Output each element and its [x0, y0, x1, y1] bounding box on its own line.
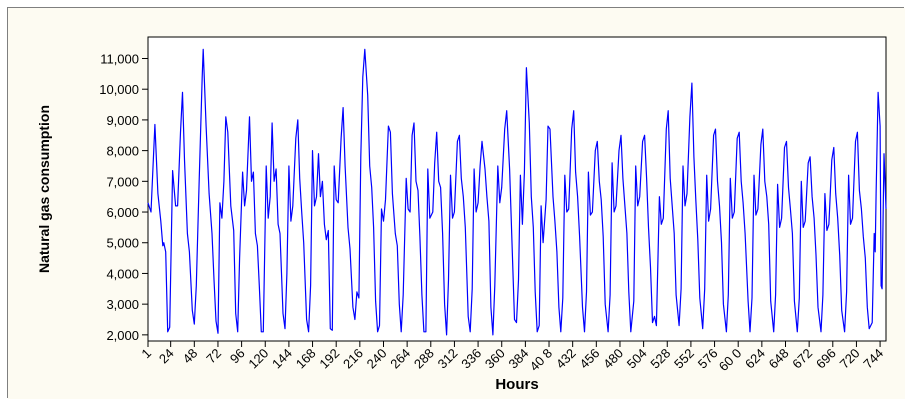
y-axis: 2,000 3,000 4,000 5,000 6,000 7,000 8,000 9,000… — [99, 51, 148, 343]
x-axis-title: Hours — [495, 376, 538, 393]
y-tick-label: 9,000 — [106, 113, 139, 128]
y-tick-label: 7,000 — [106, 174, 139, 189]
y-tick-label: 2,000 — [106, 328, 139, 343]
y-tick-label: 5,000 — [106, 236, 139, 251]
y-axis-title: Natural gas consumption — [36, 105, 52, 273]
y-tick-label: 3,000 — [106, 297, 139, 312]
y-tick-label: 8,000 — [106, 144, 139, 159]
y-tick-label: 4,000 — [106, 266, 139, 281]
natural-gas-line-chart: 2,000 3,000 4,000 5,000 6,000 7,000 8,000 9,000… — [8, 8, 905, 399]
plot-area — [147, 36, 887, 342]
y-tick-label: 11,000 — [100, 51, 139, 66]
y-tick-label: 10,000 — [99, 82, 139, 97]
y-tick-label: 6,000 — [106, 205, 139, 220]
series-line-natural-gas — [147, 48, 887, 336]
chart-frame: 2,000 3,000 4,000 5,000 6,000 7,000 8,000 9,000… — [7, 7, 905, 399]
